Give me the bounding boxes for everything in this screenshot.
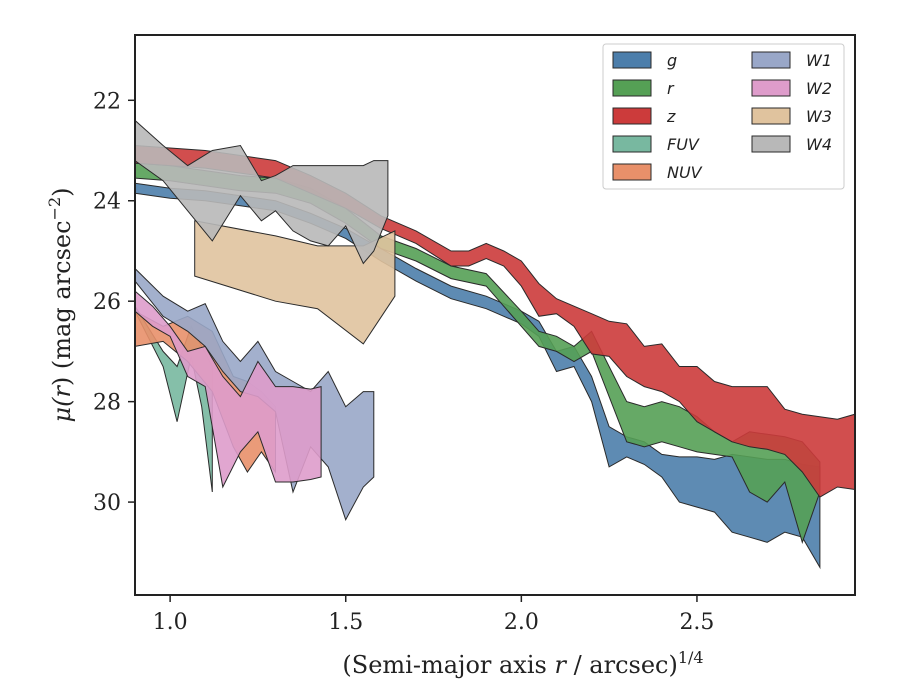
- legend-swatch-w1: [751, 51, 791, 69]
- y-axis-label: μ(r) (mag arcsec−2): [45, 187, 76, 422]
- bands-layer: [135, 119, 855, 570]
- x-axis-label: (Semi-major axis r / arcsec)1/4: [342, 648, 703, 679]
- legend-swatch-r: [612, 79, 652, 97]
- legend-swatch-w3: [751, 107, 791, 125]
- y-tick-label: 30: [93, 491, 121, 516]
- legend-label-fuv: FUV: [667, 135, 700, 154]
- legend-swatch-g: [612, 51, 652, 69]
- y-tick-label: 24: [93, 190, 121, 215]
- band-w2: [135, 290, 322, 489]
- axis-labels-layer: (Semi-major axis r / arcsec)1/4 μ(r) (mag…: [45, 187, 704, 679]
- legend-swatch-fuv: [612, 135, 652, 153]
- band-z: [135, 144, 855, 498]
- legend-label-w2: W2: [806, 79, 832, 98]
- band-w3: [194, 220, 396, 345]
- legend-swatch-w2: [751, 79, 791, 97]
- band-g: [135, 182, 821, 570]
- legend-label-z: z: [666, 107, 676, 126]
- plot-frame: [134, 34, 856, 596]
- legend-label-w4: W4: [806, 135, 832, 154]
- legend-label-nuv: NUV: [667, 163, 703, 182]
- y-tick-label: 26: [93, 290, 121, 315]
- y-tick-label: 28: [93, 391, 121, 416]
- x-tick-label: 1.0: [153, 610, 188, 635]
- x-tick-label: 2.0: [504, 610, 539, 635]
- x-tick-label: 1.5: [328, 610, 363, 635]
- legend-swatch-w4: [751, 135, 791, 153]
- legend-label-g: g: [667, 51, 677, 70]
- legend: grz FUV NUV W1 W2 W3 W4: [602, 43, 845, 190]
- legend-swatch-z: [612, 107, 652, 125]
- legend-label-w1: W1: [806, 51, 832, 70]
- legend-label-r: r: [667, 79, 675, 98]
- y-tick-label: 22: [93, 89, 121, 114]
- legend-swatch-nuv: [612, 163, 652, 181]
- band-w4: [135, 119, 389, 265]
- ticks-layer: 1.0 1.5 2.0 2.5 22 24 26 28 30: [93, 89, 714, 635]
- x-tick-label: 2.5: [679, 610, 714, 635]
- legend-label-w3: W3: [806, 107, 832, 126]
